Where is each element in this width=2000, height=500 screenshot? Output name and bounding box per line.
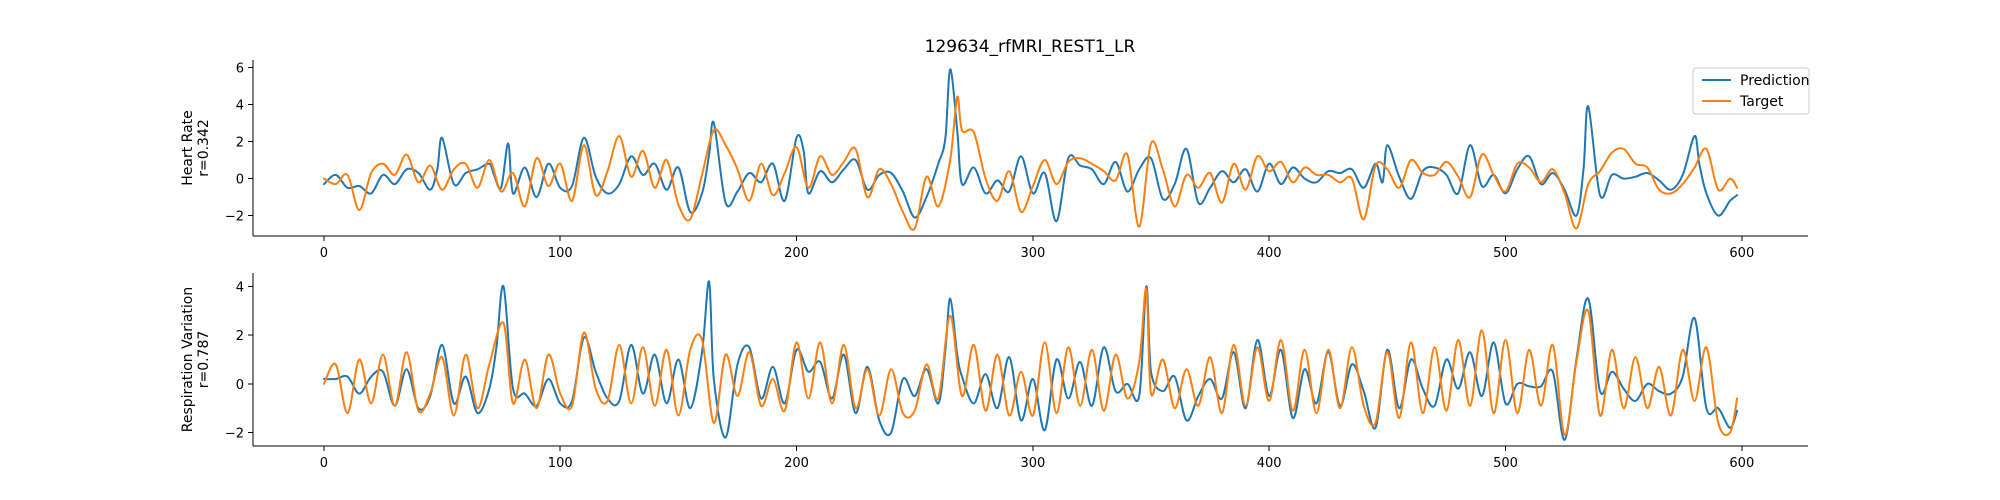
y-tick-label: 0 [236,378,244,393]
series-line-prediction [322,280,1739,441]
series-line-prediction [322,68,1739,223]
x-tick-label: 500 [1493,456,1518,471]
legend: Prediction Target [1692,67,1810,115]
legend-entry: Prediction [1740,73,1810,89]
series-line-target [322,95,1739,231]
y-tick-label: −2 [225,427,244,442]
respiration-variation-panel: 0 100 200 300 400 500 600 −2 0 2 4 Respiration Vari… [180,273,1808,471]
x-tick-label: 100 [548,456,573,471]
y-tick-label: 2 [236,136,244,151]
y-tick-label: 2 [236,329,244,344]
x-tick-label: 100 [548,246,573,261]
x-tick-label: 300 [1020,456,1045,471]
x-tick-label: 600 [1729,456,1754,471]
x-tick-label: 0 [320,456,328,471]
chart-title: 129634_rfMRI_REST1_LR [925,37,1136,57]
series-line-target [322,287,1739,437]
legend-entry: Target [1739,94,1784,110]
y-axis-label: r=0.342 [196,119,212,177]
x-tick-label: 600 [1729,246,1754,261]
y-axis-label: r=0.787 [196,331,212,389]
x-tick-label: 200 [784,246,809,261]
y-tick-label: 4 [236,98,244,113]
x-tick-label: 400 [1257,456,1282,471]
y-tick-label: 0 [236,173,244,188]
y-axis-label: Respiration Variation [180,287,196,433]
y-tick-label: 4 [236,280,244,295]
x-tick-label: 0 [320,246,328,261]
heart-rate-panel: 0 100 200 300 400 500 600 −2 0 2 4 6 Heart Rate r=0.3… [180,60,1808,261]
x-tick-label: 500 [1493,246,1518,261]
y-tick-label: 6 [236,61,244,76]
y-axis-label: Heart Rate [180,110,196,186]
x-tick-label: 400 [1257,246,1282,261]
x-tick-label: 300 [1020,246,1045,261]
x-tick-label: 200 [784,456,809,471]
y-tick-label: −2 [225,210,244,225]
